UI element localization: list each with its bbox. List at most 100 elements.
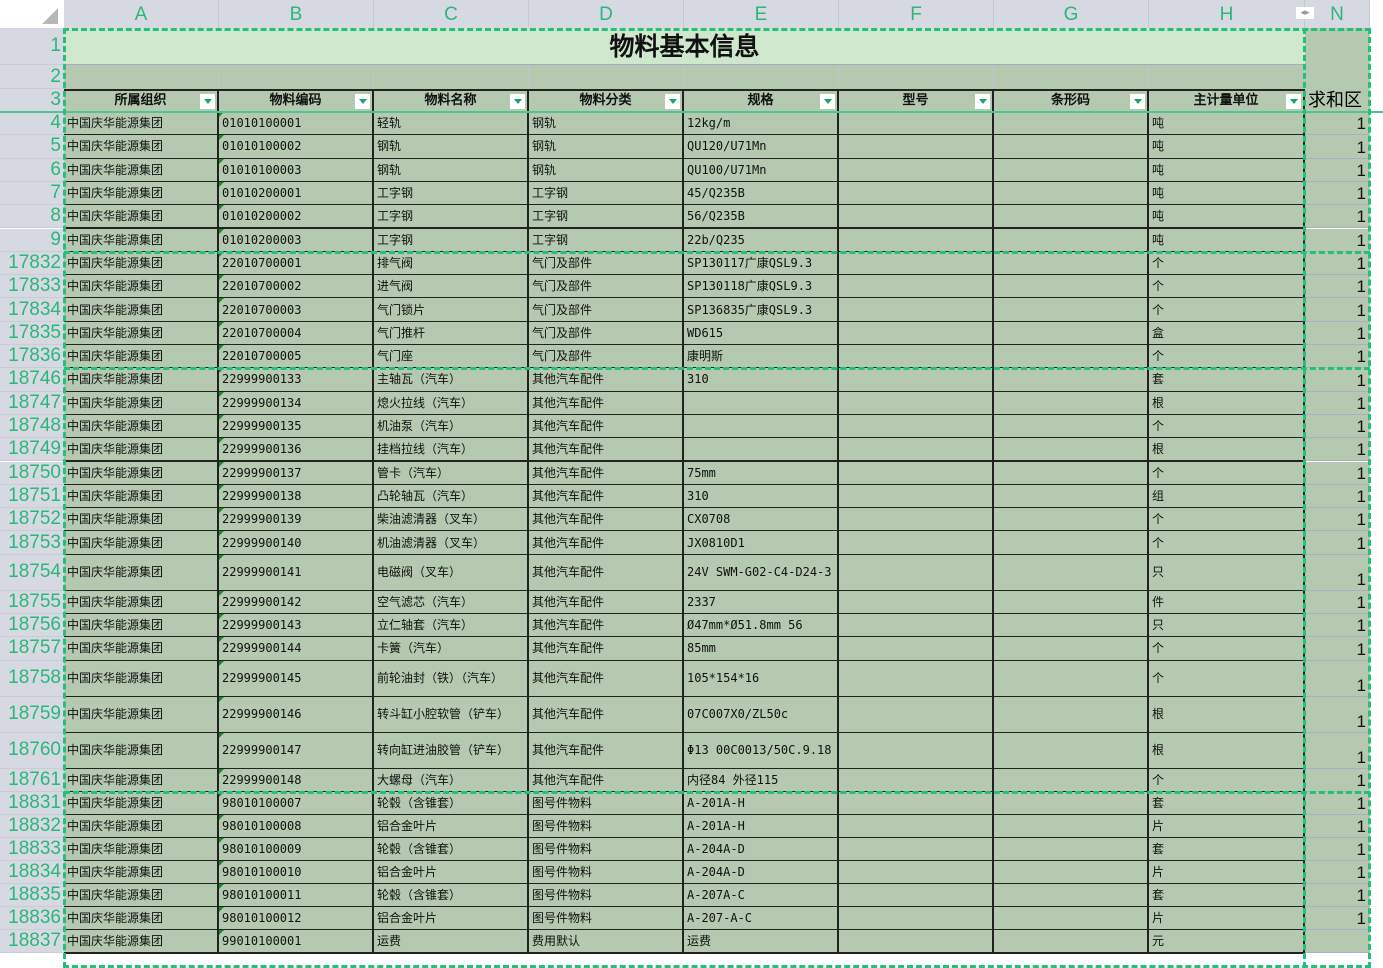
cell-sum[interactable]: 1 [1305, 158, 1370, 182]
select-all-button[interactable] [0, 0, 64, 28]
cell-spec[interactable]: 310 [684, 368, 839, 393]
empty-cell[interactable] [839, 461, 994, 486]
empty-cell[interactable] [994, 791, 1149, 816]
cell-unit[interactable]: 吨 [1149, 181, 1305, 207]
empty-cell[interactable] [839, 614, 994, 639]
cell-org[interactable]: 中国庆华能源集团 [64, 637, 219, 662]
cell-spec[interactable]: 310 [684, 484, 839, 510]
cell-unit[interactable]: 吨 [1149, 135, 1305, 160]
cell-spec[interactable]: 康明斯 [684, 345, 839, 370]
cell-spec[interactable]: Ø47mm*Ø51.8mm 56 [684, 614, 839, 639]
empty-cell[interactable] [839, 275, 994, 300]
row-header[interactable]: 17833 [0, 275, 64, 299]
row-header[interactable]: 18837 [0, 929, 64, 953]
empty-cell[interactable] [839, 391, 994, 416]
row-header[interactable]: 18754 [0, 554, 64, 591]
cell-unit[interactable]: 根 [1149, 391, 1305, 416]
cell-spec[interactable]: A-204A-D [684, 860, 839, 885]
cell-spec[interactable]: 12kg/m [684, 112, 839, 137]
cell-unit[interactable]: 套 [1149, 837, 1305, 862]
cell-code[interactable]: 98010100007 [219, 791, 374, 816]
cell-spec[interactable]: A-201A-H [684, 814, 839, 839]
row-header[interactable]: 6 [0, 158, 64, 182]
cell-unit[interactable]: 套 [1149, 883, 1305, 908]
empty-cell[interactable] [994, 414, 1149, 440]
cell-unit[interactable]: 片 [1149, 906, 1305, 931]
cell-spec[interactable] [684, 438, 839, 463]
filter-dropdown-icon[interactable] [665, 94, 680, 109]
cell-unit[interactable]: 个 [1149, 508, 1305, 533]
cell-cat[interactable]: 工字钢 [529, 228, 684, 253]
cell-cat[interactable]: 其他汽车配件 [529, 732, 684, 770]
cell-code[interactable]: 98010100009 [219, 837, 374, 862]
cell-cat[interactable]: 其他汽车配件 [529, 696, 684, 734]
cell-cat[interactable]: 钢轨 [529, 112, 684, 137]
empty-cell[interactable] [839, 660, 994, 698]
cell-sum[interactable]: 1 [1305, 508, 1370, 532]
row-header[interactable]: 18832 [0, 814, 64, 838]
cell-name[interactable]: 主轴瓦（汽车） [374, 368, 529, 393]
cell-org[interactable]: 中国庆华能源集团 [64, 837, 219, 862]
empty-cell[interactable] [839, 181, 994, 207]
row-header[interactable]: 18747 [0, 391, 64, 415]
row-header[interactable]: 17836 [0, 345, 64, 369]
column-header-N[interactable]: N [1305, 0, 1370, 28]
column-header-B[interactable]: B [219, 0, 374, 28]
cell-org[interactable]: 中国庆华能源集团 [64, 135, 219, 160]
row-header[interactable]: 9 [0, 228, 64, 252]
empty-cell[interactable] [994, 590, 1149, 615]
empty-cell[interactable] [64, 65, 219, 89]
cell-cat[interactable]: 气门及部件 [529, 275, 684, 300]
cell-cat[interactable]: 其他汽车配件 [529, 590, 684, 615]
empty-cell[interactable] [839, 554, 994, 592]
n-empty-cell[interactable] [1305, 28, 1370, 89]
cell-sum[interactable]: 1 [1305, 251, 1370, 276]
row-header[interactable]: 18831 [0, 791, 64, 815]
cell-sum[interactable]: 1 [1305, 554, 1370, 591]
cell-name[interactable]: 气门座 [374, 345, 529, 370]
cell-org[interactable]: 中国庆华能源集团 [64, 158, 219, 183]
cell-name[interactable]: 铝合金叶片 [374, 814, 529, 839]
cell-name[interactable]: 进气阀 [374, 275, 529, 300]
cell-cat[interactable]: 图号件物料 [529, 837, 684, 862]
cell-code[interactable]: 99010100001 [219, 929, 374, 954]
cell-sum[interactable]: 1 [1305, 438, 1370, 462]
empty-cell[interactable] [994, 696, 1149, 734]
empty-cell[interactable] [839, 368, 994, 393]
column-header-A[interactable]: A [64, 0, 219, 28]
cell-name[interactable]: 工字钢 [374, 228, 529, 253]
empty-cell[interactable] [994, 205, 1149, 230]
column-splitter-icon[interactable]: ◂▸ [1296, 7, 1314, 19]
empty-cell[interactable] [684, 65, 839, 89]
cell-sum[interactable]: 1 [1305, 883, 1370, 907]
cell-code[interactable]: 01010100002 [219, 135, 374, 160]
cell-code[interactable]: 22010700003 [219, 298, 374, 323]
cell-cat[interactable]: 其他汽车配件 [529, 768, 684, 793]
cell-name[interactable]: 转向缸进油胶管（铲车） [374, 732, 529, 770]
cell-name[interactable]: 前轮油封（铁）（汽车） [374, 660, 529, 698]
cell-org[interactable]: 中国庆华能源集团 [64, 275, 219, 300]
cell-cat[interactable]: 图号件物料 [529, 860, 684, 885]
empty-cell[interactable] [839, 929, 994, 954]
cell-cat[interactable]: 其他汽车配件 [529, 461, 684, 486]
cell-cat[interactable]: 其他汽车配件 [529, 438, 684, 463]
cell-cat[interactable]: 其他汽车配件 [529, 660, 684, 698]
column-header-F[interactable]: F [839, 0, 994, 28]
cell-name[interactable]: 轻轨 [374, 112, 529, 137]
row-header[interactable]: 18756 [0, 614, 64, 638]
column-header-E[interactable]: E [684, 0, 839, 28]
cell-unit[interactable]: 只 [1149, 554, 1305, 592]
empty-cell[interactable] [994, 275, 1149, 300]
cell-cat[interactable]: 其他汽车配件 [529, 614, 684, 639]
sum-area-header[interactable]: 求和区 [1305, 89, 1370, 113]
cell-name[interactable]: 电磁阀（叉车） [374, 554, 529, 592]
empty-cell[interactable] [839, 531, 994, 556]
cell-spec[interactable]: 07C007X0/ZL50c [684, 696, 839, 734]
cell-spec[interactable]: 内径84 外径115 [684, 768, 839, 793]
cell-unit[interactable]: 套 [1149, 791, 1305, 816]
cell-unit[interactable]: 件 [1149, 590, 1305, 615]
cell-spec[interactable]: A-207A-C [684, 883, 839, 908]
cell-name[interactable]: 转斗缸小腔软管（铲车） [374, 696, 529, 734]
cell-unit[interactable]: 吨 [1149, 228, 1305, 253]
empty-cell[interactable] [839, 65, 994, 89]
